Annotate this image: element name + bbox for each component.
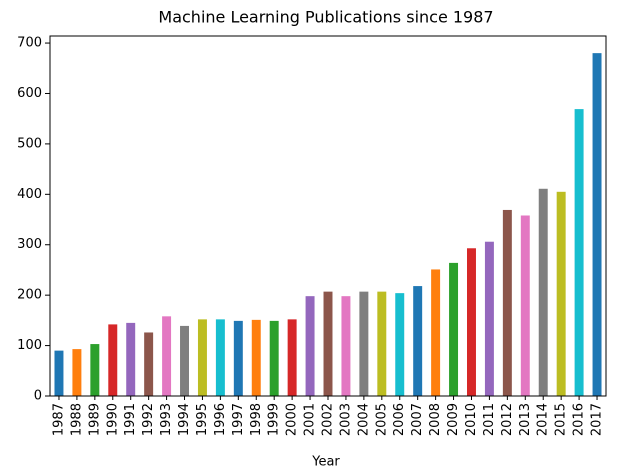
y-tick-label: 600: [17, 86, 42, 101]
x-axis-label: Year: [311, 455, 340, 470]
y-tick-label: 200: [17, 288, 42, 303]
bar: [180, 325, 189, 396]
x-tick-label: 1992: [141, 403, 156, 436]
plot-frame: [49, 35, 607, 397]
bar: [144, 332, 154, 396]
bar: [287, 319, 297, 396]
x-tick-label: 1999: [267, 403, 282, 436]
x-tick-label: 2012: [500, 403, 515, 436]
x-tick-label: 1991: [123, 403, 138, 436]
x-tick-label: 2006: [392, 403, 407, 436]
chart-title: Machine Learning Publications since 1987: [158, 8, 493, 27]
x-tick-label: 1993: [159, 403, 174, 436]
bar: [502, 209, 512, 396]
x-tick-label: 2002: [321, 403, 336, 436]
bar: [126, 322, 136, 396]
x-tick-label: 2015: [554, 403, 569, 436]
bar: [413, 286, 423, 396]
bar: [341, 296, 351, 396]
y-tick-label: 300: [17, 237, 42, 252]
bar: [233, 320, 243, 396]
x-tick-label: 2011: [482, 403, 497, 436]
x-tick-label: 2013: [518, 403, 533, 436]
x-tick-label: 1997: [231, 403, 246, 436]
x-tick-label: 2007: [410, 403, 425, 436]
x-tick-label: 1995: [195, 403, 210, 436]
bar: [574, 109, 584, 396]
bar: [72, 349, 82, 396]
x-tick-label: 2016: [572, 403, 587, 436]
x-tick-label: 2001: [303, 403, 318, 436]
bar: [449, 262, 459, 396]
bar: [431, 269, 441, 396]
x-tick-label: 1987: [51, 403, 66, 436]
bar: [538, 188, 548, 396]
x-tick-label: 1994: [177, 403, 192, 436]
bar: [215, 319, 225, 396]
bar: [197, 319, 207, 396]
x-tick-label: 2010: [464, 403, 479, 436]
x-tick-label: 1988: [69, 403, 84, 436]
x-tick-label: 1990: [105, 403, 120, 436]
x-tick-label: 2008: [428, 403, 443, 436]
bar: [108, 324, 118, 396]
bar: [395, 293, 405, 396]
bar: [592, 53, 602, 397]
x-tick-label: 1989: [87, 403, 102, 436]
y-tick-label: 0: [34, 389, 42, 404]
y-tick-label: 400: [17, 187, 42, 202]
x-tick-label: 2004: [356, 403, 371, 436]
bar: [269, 320, 279, 396]
x-tick-label: 1996: [213, 403, 228, 436]
bar: [90, 344, 100, 396]
x-tick-label: 2005: [374, 403, 389, 436]
y-tick-label: 500: [17, 136, 42, 151]
bar: [484, 241, 494, 396]
bar: [359, 291, 369, 396]
bar: [467, 248, 476, 396]
bar: [54, 350, 64, 396]
bar: [162, 316, 172, 396]
x-tick-label: 1998: [249, 403, 264, 436]
bar: [520, 215, 530, 396]
y-tick-label: 700: [17, 36, 42, 51]
bar: [377, 291, 387, 396]
bar: [323, 291, 333, 396]
x-tick-label: 2000: [285, 403, 300, 436]
bar: [556, 191, 566, 396]
x-tick-label: 2003: [338, 403, 353, 436]
y-tick-label: 100: [17, 338, 42, 353]
x-tick-label: 2017: [590, 403, 605, 436]
bar: [305, 296, 315, 396]
x-tick-label: 2014: [536, 403, 551, 436]
bar: [251, 319, 261, 396]
x-tick-label: 2009: [446, 403, 461, 436]
